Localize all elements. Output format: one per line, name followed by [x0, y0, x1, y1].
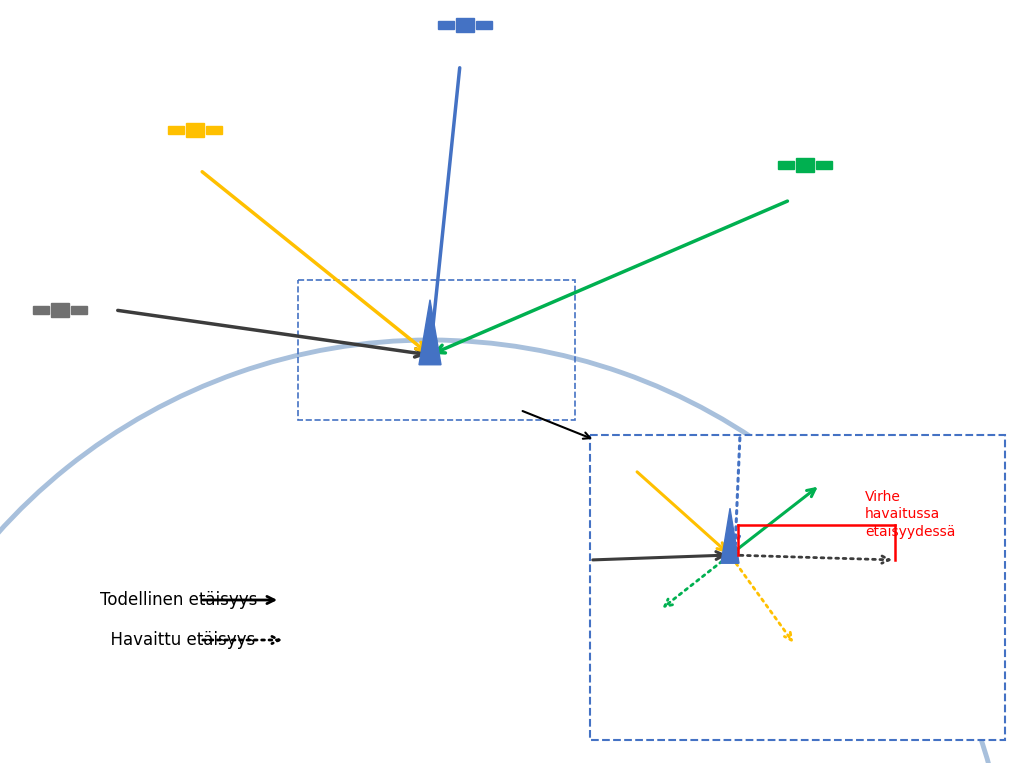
Polygon shape: [721, 508, 739, 563]
Bar: [439, 21, 454, 30]
Bar: [168, 126, 184, 134]
Bar: [456, 18, 473, 32]
Polygon shape: [419, 300, 441, 365]
Bar: [779, 160, 794, 169]
Bar: [475, 21, 492, 30]
Bar: [34, 305, 49, 314]
Bar: [70, 305, 87, 314]
Bar: [796, 158, 813, 172]
Bar: [206, 126, 222, 134]
Bar: [815, 160, 832, 169]
Text: Virhe
havaitussa
etäisyydessä: Virhe havaitussa etäisyydessä: [865, 490, 955, 539]
Text: Todellinen etäisyys: Todellinen etäisyys: [100, 591, 258, 609]
Bar: [186, 123, 204, 137]
Bar: [590, 435, 1005, 740]
Bar: [51, 303, 69, 317]
Bar: [298, 280, 575, 420]
Text: Havaittu etäisyys: Havaittu etäisyys: [100, 631, 256, 649]
